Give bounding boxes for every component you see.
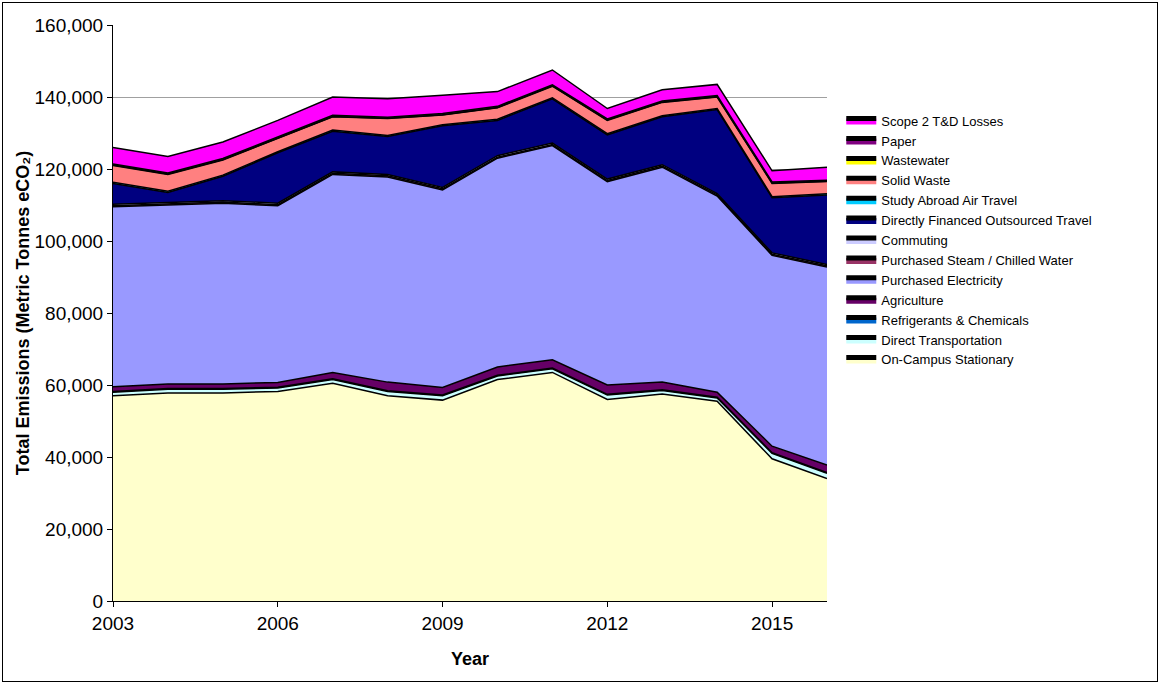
svg-text:Purchased Electricity: Purchased Electricity	[881, 273, 1003, 288]
svg-text:Purchased Steam / Chilled Wate: Purchased Steam / Chilled Water	[881, 253, 1073, 268]
svg-text:Year: Year	[451, 649, 489, 669]
svg-text:On-Campus Stationary: On-Campus Stationary	[881, 352, 1014, 367]
svg-text:Scope 2 T&D Losses: Scope 2 T&D Losses	[881, 114, 1003, 129]
svg-text:2006: 2006	[257, 613, 299, 634]
svg-text:140,000: 140,000	[35, 87, 104, 108]
svg-text:Total Emissions (Metric Tonnes: Total Emissions (Metric Tonnes eCO₂)	[13, 151, 33, 475]
svg-text:Study Abroad Air Travel: Study Abroad Air Travel	[881, 193, 1017, 208]
svg-text:80,000: 80,000	[45, 303, 103, 324]
svg-text:2012: 2012	[586, 613, 628, 634]
svg-text:Paper: Paper	[881, 134, 916, 149]
svg-text:0: 0	[93, 591, 104, 612]
svg-text:Refrigerants & Chemicals: Refrigerants & Chemicals	[881, 313, 1029, 328]
svg-text:40,000: 40,000	[45, 447, 103, 468]
svg-text:Commuting: Commuting	[881, 233, 947, 248]
svg-text:20,000: 20,000	[45, 519, 103, 540]
svg-text:60,000: 60,000	[45, 375, 103, 396]
svg-text:Wastewater: Wastewater	[881, 153, 950, 168]
svg-text:2015: 2015	[751, 613, 793, 634]
svg-text:Agriculture: Agriculture	[881, 293, 943, 308]
svg-text:100,000: 100,000	[35, 231, 104, 252]
svg-text:2003: 2003	[92, 613, 134, 634]
svg-text:Directly Financed Outsourced T: Directly Financed Outsourced Travel	[881, 213, 1091, 228]
svg-text:Solid Waste: Solid Waste	[881, 173, 950, 188]
svg-text:120,000: 120,000	[35, 159, 104, 180]
svg-text:Direct Transportation: Direct Transportation	[881, 333, 1002, 348]
svg-text:160,000: 160,000	[35, 15, 104, 36]
svg-text:2009: 2009	[421, 613, 463, 634]
